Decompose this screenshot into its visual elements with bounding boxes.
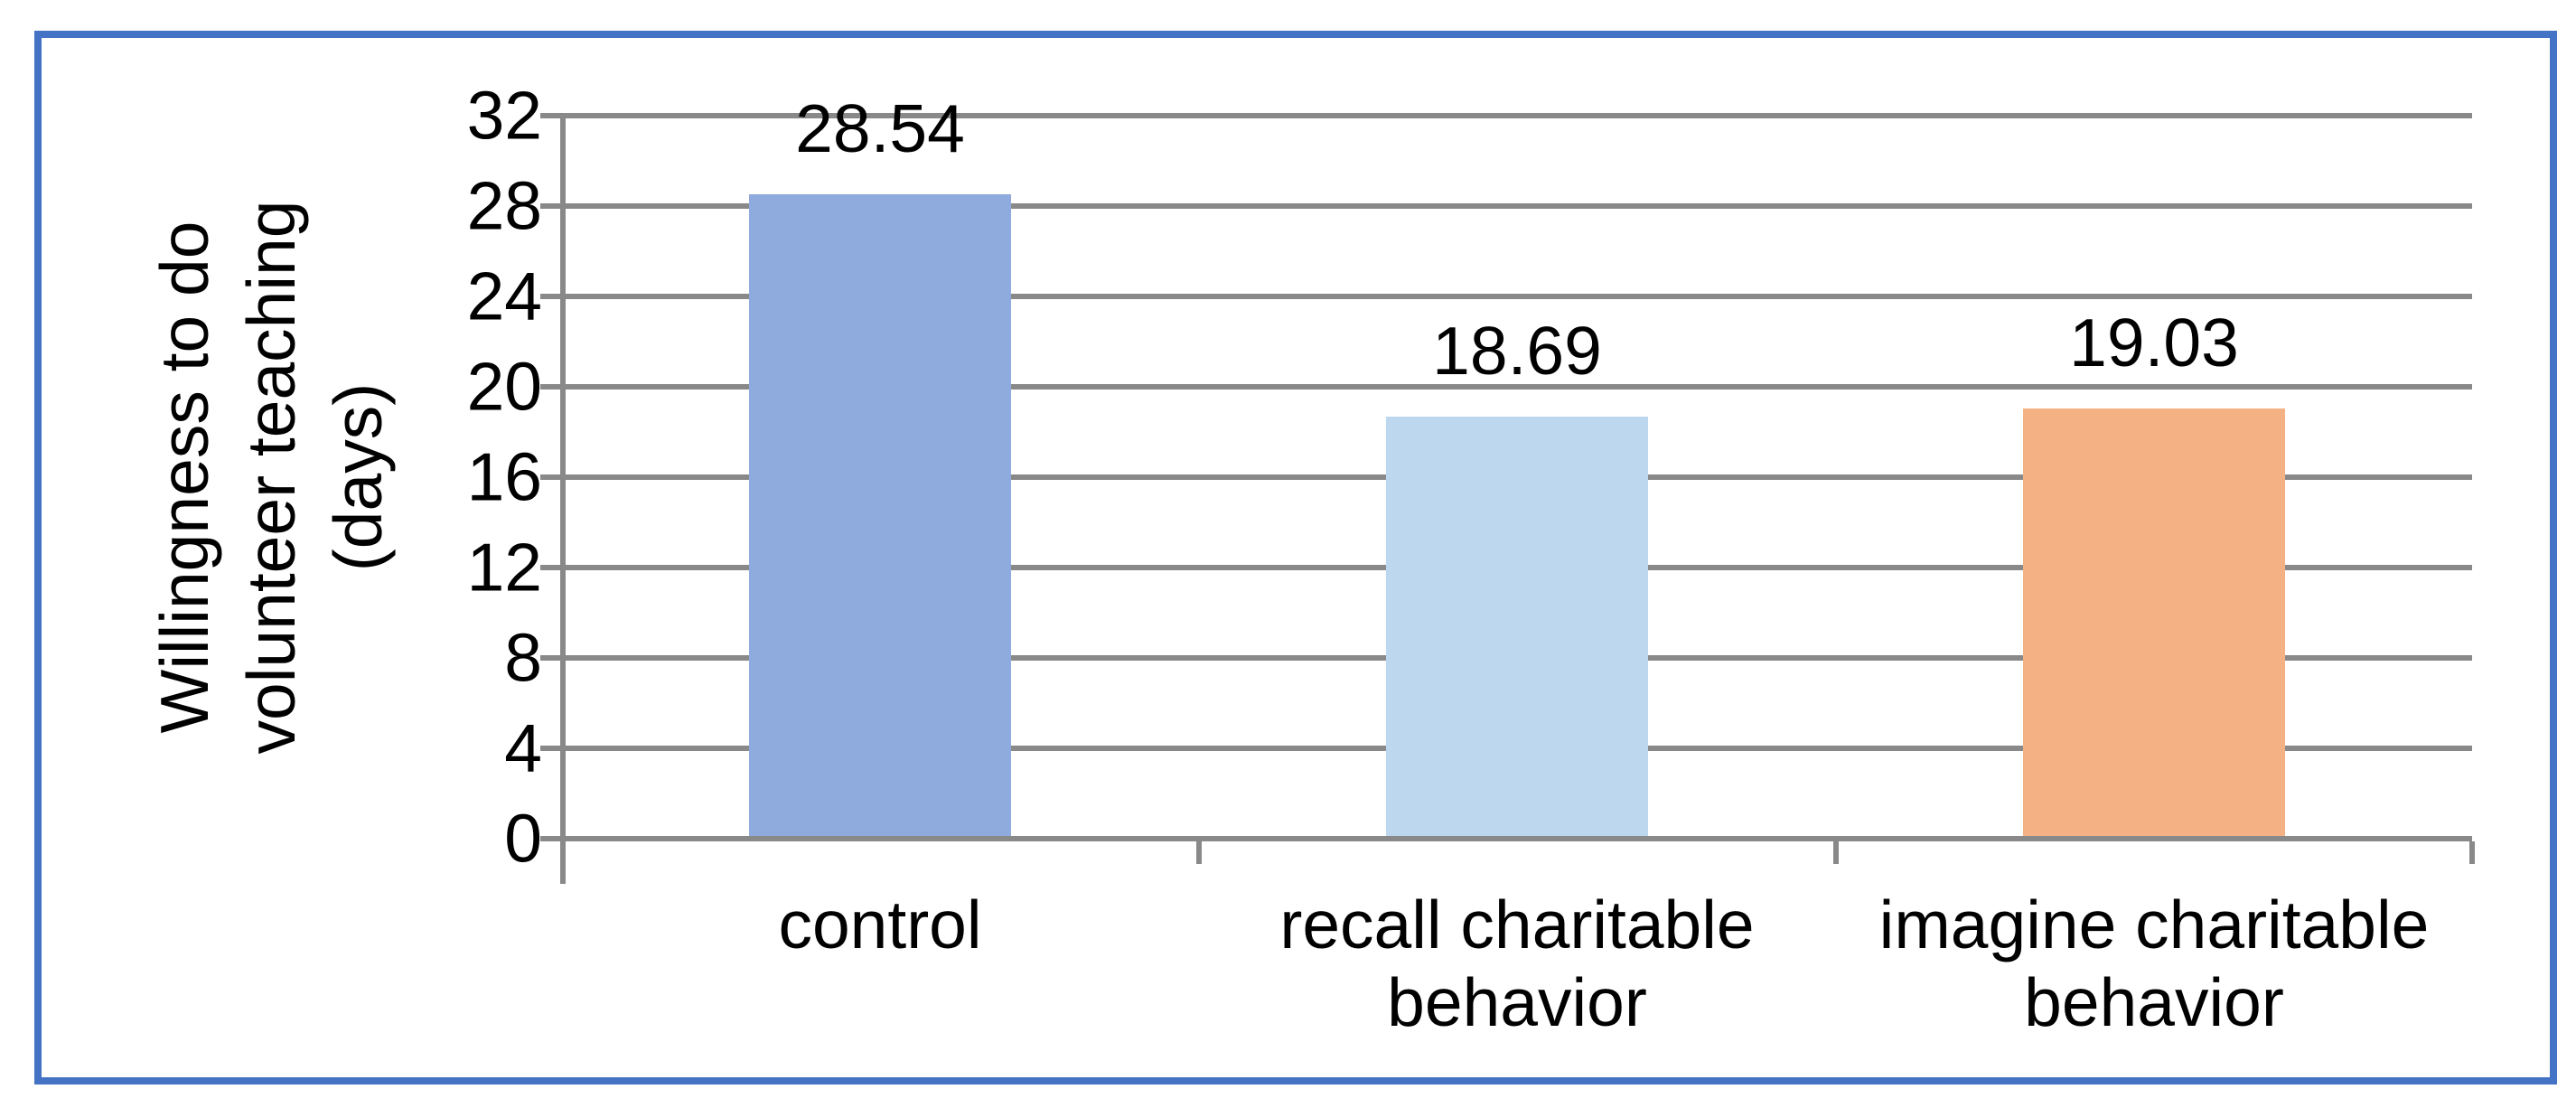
x-axis-tick xyxy=(560,841,566,864)
gridline-32 xyxy=(540,113,2472,118)
gridline-24 xyxy=(540,294,2472,299)
y-tick-label: 32 xyxy=(466,77,542,154)
y-tick-label: 0 xyxy=(504,800,542,877)
y-tick-label: 28 xyxy=(466,167,542,244)
bar-imagine-charitable-behavior xyxy=(2023,408,2285,839)
x-category-label-recall: recall charitable behavior xyxy=(1279,887,1755,1040)
x-axis-tick xyxy=(1833,841,1839,864)
y-tick-label: 12 xyxy=(466,529,542,606)
bar-control xyxy=(749,193,1011,839)
gridline-20 xyxy=(540,384,2472,390)
y-tick-label: 4 xyxy=(504,709,542,786)
x-axis-tick xyxy=(1196,841,1202,864)
value-label-control: 28.54 xyxy=(795,89,965,166)
gridline-28 xyxy=(540,203,2472,209)
value-label-recall: 18.69 xyxy=(1432,312,1602,389)
value-label-imagine: 19.03 xyxy=(2069,305,2239,381)
plot-area: 32 28 24 20 16 12 8 4 0 28.54 18.69 19.0… xyxy=(467,81,2475,1040)
y-axis-line xyxy=(560,113,566,884)
x-category-label-imagine: imagine charitable behavior xyxy=(1878,887,2430,1040)
y-tick-label: 16 xyxy=(466,438,542,515)
y-tick-label: 24 xyxy=(466,258,542,334)
bar-recall-charitable-behavior xyxy=(1386,416,1648,839)
y-tick-label: 20 xyxy=(466,348,542,425)
x-axis-line xyxy=(540,836,2472,841)
x-axis-tick xyxy=(2469,841,2475,864)
y-tick-label: 8 xyxy=(504,619,542,696)
x-category-label-control: control xyxy=(778,887,982,962)
